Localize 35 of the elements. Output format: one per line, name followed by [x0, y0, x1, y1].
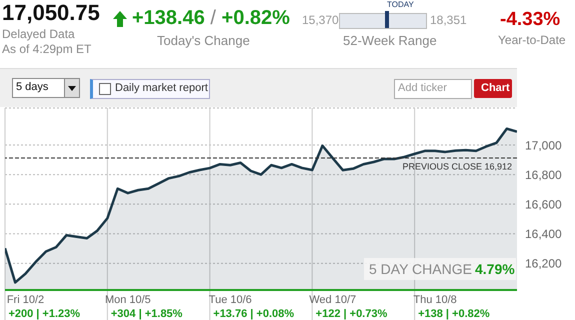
text: +138 | +0.82%	[418, 308, 490, 320]
text: 52-Week Range	[343, 33, 437, 48]
text: Delayed Data	[2, 27, 75, 41]
period-dropdown: 5 days	[12, 78, 80, 98]
y-tick-label: 16,600	[525, 197, 562, 212]
text: /	[210, 7, 216, 29]
x-tick-label: Tue 10/6	[208, 294, 252, 306]
text: As of 4:29pm ET	[2, 42, 92, 56]
text: Add ticker	[398, 82, 447, 94]
text: +122 | +0.73%	[316, 308, 388, 320]
text: -4.33%	[500, 9, 560, 31]
y-tick-label: 16,400	[525, 227, 562, 242]
text: 18,351	[430, 13, 467, 27]
text: TODAY	[387, 0, 414, 9]
x-tick-label: Fri 10/2	[6, 294, 44, 306]
text: Today's Change	[157, 33, 250, 48]
text: +304 | +1.85%	[110, 308, 183, 320]
annotation: 5 DAY CHANGE	[369, 261, 472, 277]
text: Chart	[481, 82, 510, 94]
text: +200 | +1.23%	[8, 308, 80, 320]
x-tick-label: Thu 10/8	[413, 294, 457, 306]
y-tick-label: 17,000	[525, 138, 562, 152]
annotation: 4.79%	[475, 261, 515, 277]
ref-line-label: PREVIOUS CLOSE 16,912	[402, 161, 512, 172]
text: +13.76 | +0.08%	[213, 308, 294, 320]
text: +138.46	[132, 7, 205, 29]
text: +0.82%	[222, 7, 290, 29]
text: 15,370	[302, 13, 339, 27]
x-tick-label: Mon 10/5	[104, 294, 151, 306]
text: 17,050.75	[2, 0, 100, 26]
x-tick-label: Wed 10/7	[309, 294, 356, 306]
y-tick-label: 16,800	[525, 168, 562, 182]
text: Year-to-Date	[498, 33, 566, 47]
text: Daily market report	[115, 82, 208, 94]
y-tick-label: 16,200	[525, 256, 562, 271]
